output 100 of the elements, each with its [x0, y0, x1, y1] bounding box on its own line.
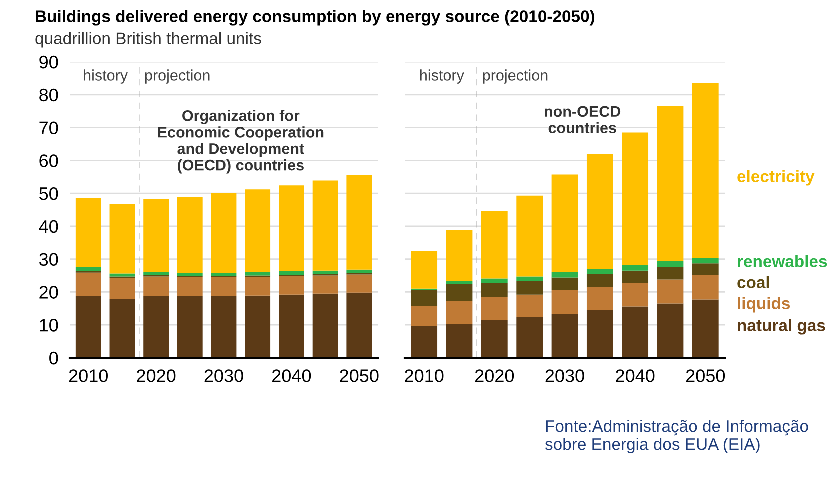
bar	[657, 280, 684, 304]
y-tick-label: 60	[40, 154, 58, 168]
y-tick-label: 0	[50, 352, 58, 365]
series-label: renewables	[738, 255, 828, 268]
bar	[346, 270, 372, 274]
chart-subtitle: quadrillion British thermal units	[36, 32, 262, 48]
bar	[411, 290, 438, 306]
bar	[110, 299, 136, 358]
bar	[177, 296, 203, 358]
bar	[411, 326, 438, 358]
bar	[312, 180, 338, 271]
x-tick-label: 2020	[476, 370, 514, 382]
bar	[657, 261, 684, 268]
x-tick-label: 2030	[546, 370, 584, 382]
y-tick-label: 90	[40, 56, 58, 69]
y-tick-label: 20	[40, 286, 58, 299]
bar	[586, 310, 614, 358]
bar	[622, 306, 649, 358]
bar	[446, 301, 473, 324]
bar	[144, 272, 169, 276]
bar	[279, 276, 304, 295]
bar	[446, 324, 473, 358]
bar	[516, 294, 544, 318]
bar	[516, 276, 544, 282]
bar	[657, 304, 684, 358]
bar	[346, 175, 372, 270]
bar	[245, 277, 271, 296]
bar	[516, 281, 544, 295]
bar	[692, 275, 719, 300]
bar	[312, 270, 338, 274]
series-label: electricity	[738, 170, 815, 186]
bar	[622, 132, 649, 266]
bar	[211, 277, 237, 296]
bar	[211, 296, 237, 358]
y-tick-label: 70	[40, 122, 58, 134]
bar	[76, 268, 102, 272]
y-tick-label: 80	[40, 88, 58, 102]
bar	[411, 306, 438, 326]
bar	[622, 265, 649, 271]
bar	[481, 297, 508, 320]
bar	[657, 267, 684, 280]
bar	[279, 186, 304, 272]
bar	[516, 318, 544, 358]
bar	[76, 198, 102, 268]
bar	[692, 300, 719, 358]
bar	[76, 272, 102, 296]
annotation: Organization for Economic Cooperation and Development (OECD) countries	[158, 110, 324, 174]
bar	[516, 196, 544, 277]
bar	[692, 83, 719, 258]
bar	[110, 278, 136, 300]
y-tick-label: 40	[39, 220, 58, 234]
x-tick-label: 2020	[137, 370, 176, 382]
bar	[110, 274, 136, 277]
bar	[552, 174, 578, 272]
bar	[144, 276, 169, 296]
bar	[177, 277, 203, 296]
bar	[411, 251, 438, 289]
bar	[552, 278, 578, 290]
series-label: liquids	[738, 297, 790, 313]
bar	[211, 273, 237, 276]
y-tick-label: 10	[40, 319, 58, 332]
bar	[692, 264, 719, 276]
bar	[552, 314, 578, 358]
x-tick-label: 2040	[616, 370, 655, 382]
bar	[552, 272, 578, 278]
bar	[279, 294, 304, 358]
bar	[446, 284, 473, 302]
x-tick-label: 2050	[340, 370, 379, 382]
bar	[481, 283, 508, 298]
bar	[446, 230, 473, 282]
bar	[346, 292, 372, 358]
bar	[481, 278, 508, 284]
bar	[552, 290, 578, 314]
bar	[312, 276, 338, 294]
bar	[346, 274, 372, 293]
source-note: Fonte:Administração de Informação sobre Energia dos EUA (EIA)	[545, 420, 808, 454]
bar	[481, 320, 508, 358]
bar	[110, 204, 136, 274]
bar	[622, 270, 649, 284]
x-tick-label: 2040	[272, 370, 312, 382]
x-tick-label: 2010	[405, 370, 444, 382]
bar	[76, 296, 102, 358]
bar	[622, 283, 649, 307]
bar	[446, 281, 473, 284]
annotation: projection	[145, 70, 210, 84]
x-tick-label: 2030	[204, 370, 244, 382]
bar	[245, 272, 271, 276]
y-tick-label: 50	[40, 187, 58, 200]
bar	[586, 274, 614, 287]
annotation: history	[420, 70, 464, 84]
bar	[586, 286, 614, 310]
bar	[586, 269, 614, 274]
annotation: history	[84, 70, 128, 84]
bar	[279, 272, 304, 276]
bar	[144, 199, 169, 272]
bar	[245, 296, 271, 358]
series-label: coal	[738, 276, 770, 288]
bar	[586, 154, 614, 270]
bar	[245, 190, 271, 272]
y-tick-label: 30	[39, 253, 58, 266]
